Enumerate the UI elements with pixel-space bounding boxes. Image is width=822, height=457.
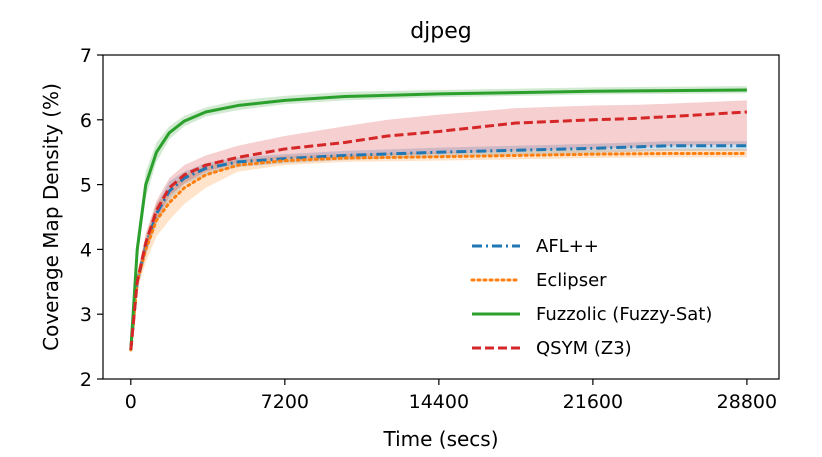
legend-label-0: AFL++ — [536, 236, 599, 257]
series-line-3 — [129, 110, 747, 350]
plot-frame — [102, 54, 780, 380]
band-3 — [130, 100, 747, 350]
y-axis-ticks: 2 3 4 5 6 7 — [80, 45, 103, 391]
series-lines — [129, 88, 749, 352]
y-tick-label-0: 2 — [80, 369, 92, 391]
y-tick-label-5: 7 — [80, 45, 92, 67]
legend-label-3: QSYM (Z3) — [536, 338, 632, 359]
legend-label-1: Eclipser — [536, 270, 607, 291]
legend: AFL++ Eclipser Fuzzolic (Fuzzy-Sat) QSYM (Z… — [470, 236, 712, 359]
series-line-1 — [129, 151, 749, 352]
y-tick-label-4: 6 — [80, 110, 92, 132]
x-tick-label-0: 0 — [125, 391, 137, 413]
y-tick-label-2: 4 — [80, 239, 92, 261]
x-tick-label-4: 28800 — [717, 391, 777, 413]
x-tick-label-2: 14400 — [409, 391, 469, 413]
chart-title: djpeg — [410, 19, 472, 44]
series-line-0 — [129, 144, 747, 350]
y-tick-label-3: 5 — [80, 175, 92, 197]
x-tick-label-3: 21600 — [563, 391, 623, 413]
y-tick-label-1: 3 — [80, 304, 92, 326]
series-line-2 — [129, 88, 747, 350]
x-axis-label: Time (secs) — [382, 427, 498, 451]
confidence-bands — [130, 86, 747, 350]
y-axis-label: Coverage Map Density (%) — [39, 83, 63, 351]
x-axis-ticks: 0 7200 14400 21600 28800 — [125, 379, 777, 413]
x-tick-label-1: 7200 — [261, 391, 309, 413]
legend-label-2: Fuzzolic (Fuzzy-Sat) — [536, 304, 712, 325]
